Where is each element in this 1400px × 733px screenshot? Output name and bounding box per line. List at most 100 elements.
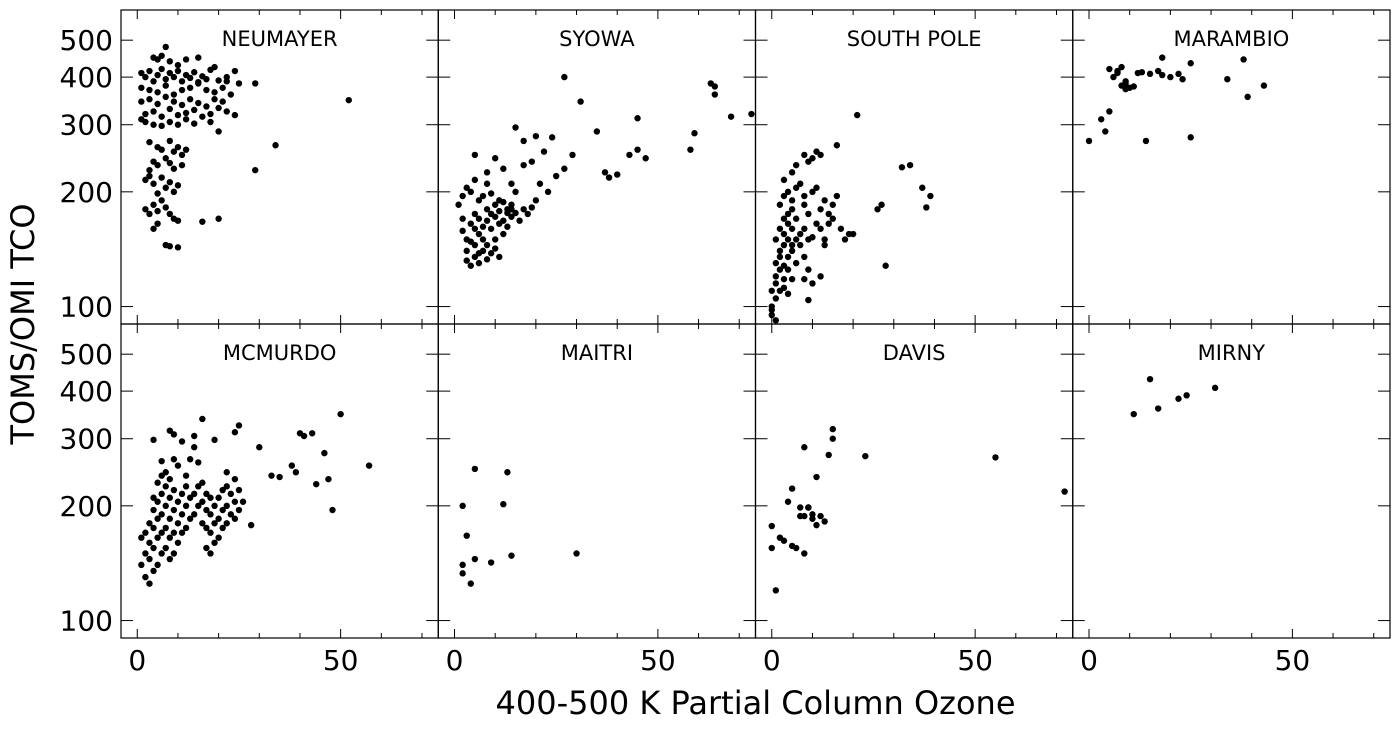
data-point (540, 148, 548, 155)
data-point (308, 430, 316, 437)
data-point (235, 80, 243, 87)
data-point (150, 494, 157, 501)
data-point (906, 161, 914, 169)
data-point (235, 486, 243, 494)
data-point (166, 58, 174, 65)
x-axis-label: 400-500 K Partial Column Ozone (495, 684, 1015, 722)
data-point (162, 155, 169, 162)
data-point (788, 275, 796, 283)
data-point (898, 164, 906, 171)
data-point (512, 209, 519, 217)
data-point (780, 537, 788, 544)
data-point (1146, 70, 1154, 78)
data-point (1175, 395, 1182, 402)
data-point (170, 431, 178, 438)
data-point (817, 206, 824, 213)
data-point (491, 245, 499, 252)
data-point (768, 311, 775, 319)
data-point (207, 529, 214, 536)
data-point (150, 201, 157, 208)
data-point (154, 534, 161, 541)
data-point (223, 520, 230, 527)
data-point (780, 284, 788, 292)
data-point (825, 220, 832, 227)
data-point (1240, 56, 1247, 63)
data-point (459, 502, 466, 510)
data-point (483, 241, 491, 249)
data-point (166, 118, 174, 126)
data-point (138, 98, 145, 105)
data-point (142, 118, 149, 126)
data-point (797, 504, 804, 511)
data-point (154, 161, 161, 169)
data-point (170, 91, 178, 98)
data-point (805, 210, 812, 218)
data-point (797, 230, 804, 238)
y-tick-label: 300 (60, 423, 113, 456)
data-point (138, 69, 145, 77)
data-point (207, 118, 214, 126)
data-point (1146, 375, 1154, 383)
data-point (500, 217, 507, 224)
data-point (561, 165, 568, 172)
data-point (178, 161, 186, 169)
data-point (788, 247, 796, 255)
data-point (487, 250, 495, 257)
data-point (1211, 384, 1219, 392)
data-point (1130, 410, 1137, 418)
data-point (772, 273, 780, 280)
data-point (1244, 93, 1251, 101)
data-point (471, 555, 479, 563)
data-point (166, 178, 174, 186)
data-point (1085, 137, 1093, 145)
data-point (809, 234, 816, 241)
data-point (512, 124, 519, 131)
data-point (219, 506, 226, 514)
data-point (496, 207, 503, 215)
data-point (182, 109, 190, 117)
data-point (207, 550, 214, 557)
data-point (520, 137, 527, 145)
data-point (479, 223, 487, 230)
data-point (174, 498, 182, 505)
data-point (256, 444, 263, 451)
data-point (878, 201, 885, 208)
data-point (801, 444, 808, 451)
data-point (158, 550, 165, 557)
data-point (801, 192, 808, 200)
data-point (784, 498, 792, 505)
data-point (809, 511, 816, 518)
data-point (825, 451, 832, 459)
data-point (849, 230, 857, 238)
data-point (776, 201, 784, 208)
data-point (471, 151, 479, 159)
data-point (780, 230, 788, 238)
data-point (215, 215, 222, 222)
data-point (158, 174, 165, 181)
y-axis-label: TOMS/OMI TCO (4, 203, 42, 445)
data-point (467, 262, 474, 269)
data-point (605, 174, 613, 181)
data-point (801, 550, 808, 557)
data-point (199, 498, 206, 505)
data-point (1130, 83, 1137, 90)
data-point (170, 98, 178, 105)
data-point (634, 146, 641, 153)
data-point (170, 73, 178, 81)
data-point (788, 169, 796, 176)
data-point (805, 504, 812, 511)
data-point (711, 91, 719, 98)
data-point (475, 259, 483, 267)
data-point (215, 77, 222, 84)
data-point (268, 472, 275, 479)
data-point (154, 498, 161, 505)
data-point (223, 483, 230, 490)
data-point (809, 188, 816, 196)
data-point (158, 490, 165, 498)
data-point (174, 143, 182, 151)
data-point (1224, 75, 1231, 83)
data-point (1159, 71, 1166, 79)
data-point (780, 192, 788, 200)
data-point (882, 262, 889, 269)
data-point (227, 91, 235, 98)
